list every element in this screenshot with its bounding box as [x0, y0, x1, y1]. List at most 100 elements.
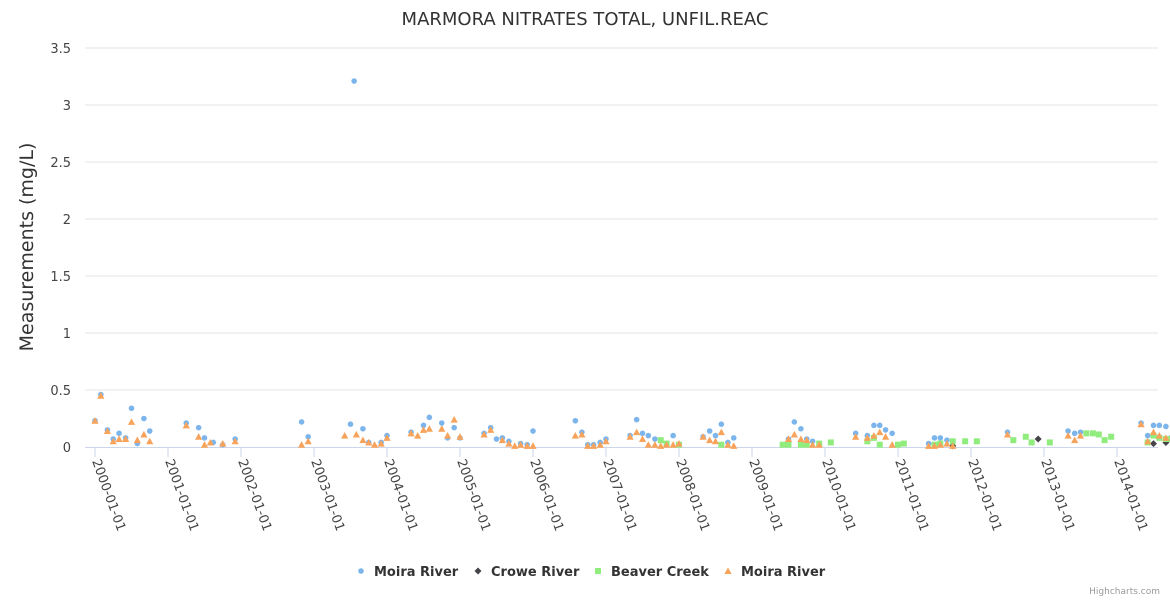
data-point[interactable] [790, 430, 798, 438]
data-point[interactable] [797, 441, 804, 448]
data-point[interactable] [516, 441, 525, 448]
data-point[interactable] [962, 438, 969, 445]
data-point[interactable] [370, 441, 379, 448]
data-point[interactable] [1083, 430, 1090, 437]
data-point[interactable] [1155, 432, 1163, 439]
data-point[interactable] [1156, 422, 1163, 429]
data-point[interactable] [443, 432, 452, 439]
data-point[interactable] [115, 435, 123, 443]
data-point[interactable] [652, 436, 658, 442]
data-point[interactable] [1076, 432, 1085, 439]
data-point[interactable] [602, 437, 610, 445]
data-point[interactable] [936, 441, 944, 448]
data-point[interactable] [127, 418, 136, 425]
data-point[interactable] [201, 435, 208, 441]
data-point[interactable] [347, 421, 354, 428]
data-point[interactable] [133, 436, 141, 444]
data-point[interactable] [639, 430, 646, 437]
data-point[interactable] [360, 425, 366, 432]
legend-symbol[interactable] [358, 568, 364, 574]
data-point[interactable] [808, 441, 817, 448]
data-point[interactable] [195, 424, 202, 431]
data-point[interactable] [365, 438, 373, 446]
legend-symbol[interactable] [724, 567, 732, 574]
data-point[interactable] [717, 428, 725, 436]
data-point[interactable] [785, 441, 792, 448]
data-point[interactable] [352, 430, 360, 438]
data-point[interactable] [480, 430, 488, 438]
legend-label[interactable]: Beaver Creek [611, 565, 709, 580]
data-point[interactable] [949, 438, 956, 445]
data-point[interactable] [881, 433, 890, 440]
data-point[interactable] [146, 428, 153, 434]
legend-label[interactable]: Moira River [741, 565, 826, 580]
data-point[interactable] [450, 416, 458, 423]
data-point[interactable] [529, 442, 537, 449]
data-point[interactable] [304, 437, 312, 445]
data-point[interactable] [596, 441, 604, 448]
data-point[interactable] [797, 435, 805, 443]
data-point[interactable] [578, 430, 586, 438]
data-point[interactable] [493, 436, 500, 442]
data-point[interactable] [1150, 422, 1157, 429]
data-point[interactable] [451, 424, 457, 431]
data-point[interactable] [706, 428, 713, 434]
data-point[interactable] [1071, 430, 1078, 437]
data-point[interactable] [1137, 420, 1145, 428]
data-point[interactable] [638, 435, 647, 443]
data-point[interactable] [645, 432, 652, 439]
data-point[interactable] [1162, 434, 1170, 441]
data-point[interactable] [206, 438, 214, 446]
data-point[interactable] [803, 441, 810, 448]
data-point[interactable] [297, 441, 306, 448]
data-point[interactable] [1108, 433, 1115, 440]
data-point[interactable] [669, 441, 677, 448]
data-point[interactable] [876, 441, 883, 448]
data-point[interactable] [103, 427, 112, 435]
data-point[interactable] [863, 434, 871, 441]
data-point[interactable] [852, 433, 860, 440]
data-point[interactable] [651, 441, 659, 448]
data-point[interactable] [900, 440, 907, 447]
data-point[interactable] [438, 425, 446, 432]
data-point[interactable] [895, 441, 901, 448]
data-point[interactable] [718, 421, 725, 428]
data-point[interactable] [657, 437, 664, 444]
data-point[interactable] [882, 427, 889, 433]
data-point[interactable] [973, 438, 980, 445]
data-point[interactable] [1144, 437, 1152, 445]
data-point[interactable] [730, 442, 738, 449]
data-point[interactable] [523, 442, 531, 449]
data-point[interactable] [1089, 430, 1096, 437]
data-point[interactable] [1168, 436, 1170, 443]
data-point[interactable] [1022, 433, 1029, 440]
data-point[interactable] [419, 426, 428, 433]
legend-item[interactable]: Moira River [724, 565, 826, 580]
data-point[interactable] [1003, 430, 1012, 438]
data-point[interactable] [730, 435, 737, 441]
data-point[interactable] [1046, 439, 1053, 446]
data-point[interactable] [351, 78, 357, 84]
data-point[interactable] [128, 405, 135, 412]
data-point[interactable] [943, 439, 951, 447]
data-point[interactable] [298, 419, 305, 425]
legend[interactable]: Moira River Crowe River Beaver Creek Moira … [358, 565, 826, 580]
data-point[interactable] [779, 441, 786, 448]
data-point[interactable] [1034, 435, 1042, 443]
legend-item[interactable]: Moira River [358, 565, 459, 580]
data-point[interactable] [359, 436, 367, 444]
data-point[interactable] [791, 419, 798, 425]
data-point[interactable] [784, 435, 793, 443]
credits-link[interactable]: Highcharts.com [1089, 587, 1160, 597]
data-point[interactable] [864, 438, 871, 445]
data-point[interactable] [633, 428, 641, 436]
data-point[interactable] [925, 442, 933, 449]
data-point[interactable] [420, 422, 427, 429]
data-point[interactable] [657, 442, 665, 449]
legend-label[interactable]: Moira River [374, 565, 459, 580]
data-point[interactable] [633, 416, 640, 423]
data-point[interactable] [1150, 432, 1157, 439]
data-point[interactable] [675, 439, 683, 447]
data-point[interactable] [231, 437, 239, 445]
data-point[interactable] [414, 432, 422, 439]
